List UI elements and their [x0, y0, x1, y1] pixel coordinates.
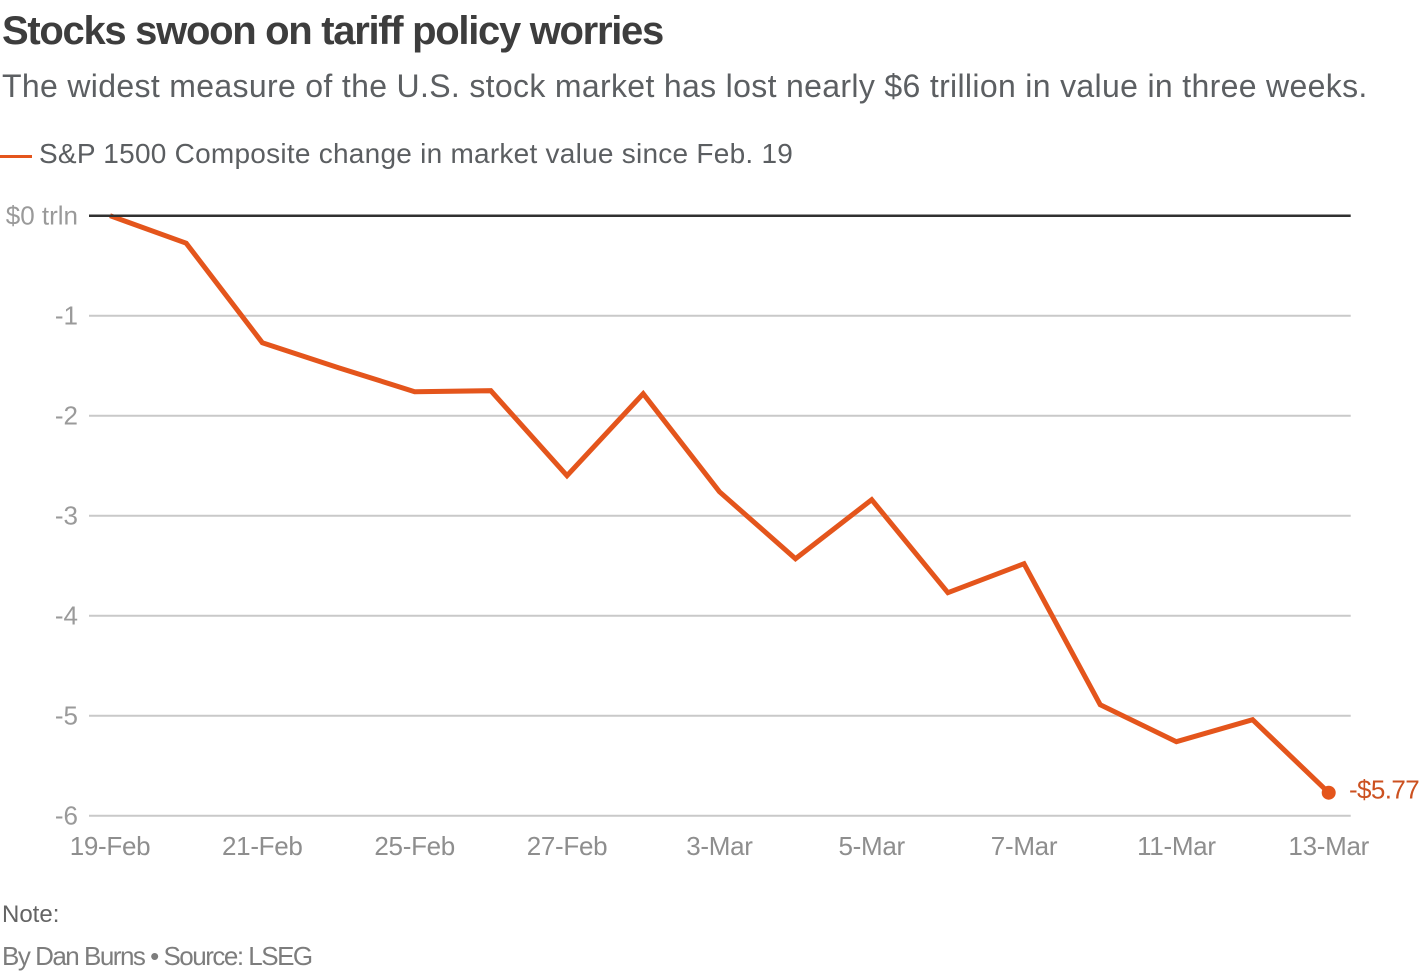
svg-text:3-Mar: 3-Mar: [686, 831, 753, 861]
svg-text:25-Feb: 25-Feb: [374, 831, 455, 861]
svg-text:-2: -2: [55, 401, 78, 431]
svg-text:5-Mar: 5-Mar: [838, 831, 905, 861]
svg-text:-$5.77: -$5.77: [1349, 775, 1419, 805]
svg-text:-6: -6: [55, 801, 78, 831]
svg-text:11-Mar: 11-Mar: [1137, 831, 1216, 861]
svg-text:21-Feb: 21-Feb: [222, 831, 303, 861]
svg-text:-1: -1: [55, 301, 78, 331]
svg-text:-4: -4: [55, 601, 78, 631]
svg-text:27-Feb: 27-Feb: [527, 831, 608, 861]
svg-text:19-Feb: 19-Feb: [70, 831, 151, 861]
svg-text:7-Mar: 7-Mar: [991, 831, 1058, 861]
svg-text:-5: -5: [55, 701, 78, 731]
svg-text:13-Mar: 13-Mar: [1288, 831, 1369, 861]
svg-text:$0 trln: $0 trln: [6, 201, 78, 231]
svg-text:-3: -3: [55, 501, 78, 531]
